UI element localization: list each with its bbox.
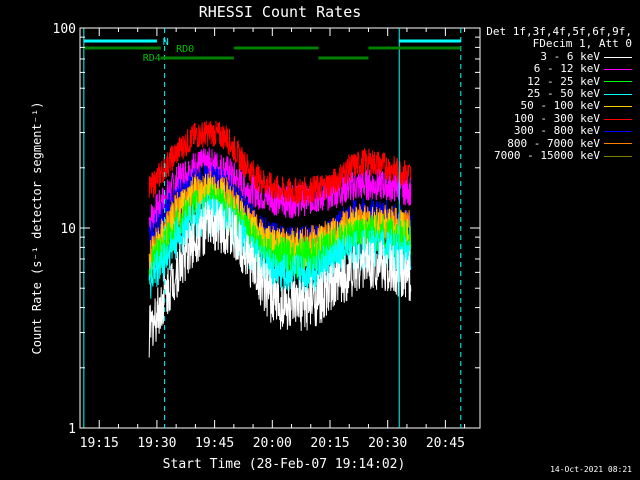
- x-tick-label: 19:15: [80, 436, 119, 451]
- y-tick-label: 10: [60, 222, 76, 237]
- legend-entry: 12 - 25 keV: [470, 74, 632, 88]
- annotation-label: RD0: [176, 44, 194, 55]
- legend-entry: 3 - 6 keV: [470, 49, 632, 63]
- legend-entry: 7000 - 15000 keV: [470, 149, 632, 163]
- x-tick-label: 20:30: [368, 436, 407, 451]
- legend-entry: 300 - 800 keV: [470, 124, 632, 138]
- legend-header-line-2: FDecim 1, Att 0: [532, 37, 632, 51]
- plot-frame: [79, 27, 481, 429]
- x-axis-label: Start Time (28-Feb-07 19:14:02): [163, 457, 406, 472]
- series-line: [148, 147, 412, 232]
- x-tick-label: 20:45: [426, 436, 465, 451]
- y-tick-label: 1: [68, 422, 76, 437]
- legend-swatch: [604, 68, 632, 70]
- legend-entry-label: 6 - 12 keV: [533, 62, 600, 76]
- legend-entry: 50 - 100 keV: [470, 100, 632, 112]
- legend-header-line-1: Det 1f,3f,4f,5f,6f,9f,: [486, 25, 632, 38]
- legend-entry-label: 50 - 100 keV: [520, 99, 600, 113]
- legend-swatch: [604, 106, 632, 108]
- legend-entry: 6 - 12 keV: [470, 62, 632, 76]
- series-line: [148, 198, 412, 358]
- legend: Det 1f,3f,4f,5f,6f,9f, FDecim 1, Att 0 3…: [470, 25, 632, 163]
- legend-swatch: [604, 93, 632, 95]
- legend-entry: 25 - 50 keV: [470, 87, 632, 101]
- legend-entry-label: 100 - 300 keV: [513, 111, 600, 125]
- legend-entry: 100 - 300 keV: [470, 111, 632, 125]
- legend-entry-label: 12 - 25 keV: [527, 74, 600, 88]
- x-tick-label: 19:45: [195, 436, 234, 451]
- legend-entry-label: 300 - 800 keV: [513, 124, 600, 138]
- x-tick-label: 20:00: [253, 436, 292, 451]
- y-tick-label: 100: [53, 22, 76, 37]
- legend-entry-label: 7000 - 15000 keV: [494, 149, 600, 163]
- chart-title: RHESSI Count Rates: [199, 3, 362, 21]
- series-line: [148, 120, 412, 205]
- legend-entry-label: 25 - 50 keV: [527, 87, 600, 101]
- legend-entry-label: 3 - 6 keV: [540, 49, 600, 63]
- legend-swatch: [604, 155, 632, 157]
- generation-timestamp: 14-Oct-2021 08:21: [550, 465, 632, 474]
- annotation-label: N: [163, 37, 169, 48]
- legend-entry-label: 800 - 7000 keV: [507, 136, 600, 150]
- legend-swatch: [604, 56, 632, 58]
- x-tick-label: 20:15: [310, 436, 349, 451]
- annotation-label: RD4: [143, 53, 161, 64]
- legend-swatch: [604, 130, 632, 132]
- y-axis-label: Count Rate (s⁻¹ detector segment⁻¹): [30, 102, 44, 355]
- x-tick-label: 19:30: [137, 436, 176, 451]
- legend-swatch: [604, 143, 632, 145]
- legend-entry: 800 - 7000 keV: [470, 136, 632, 150]
- legend-swatch: [604, 118, 632, 120]
- legend-swatch: [604, 81, 632, 83]
